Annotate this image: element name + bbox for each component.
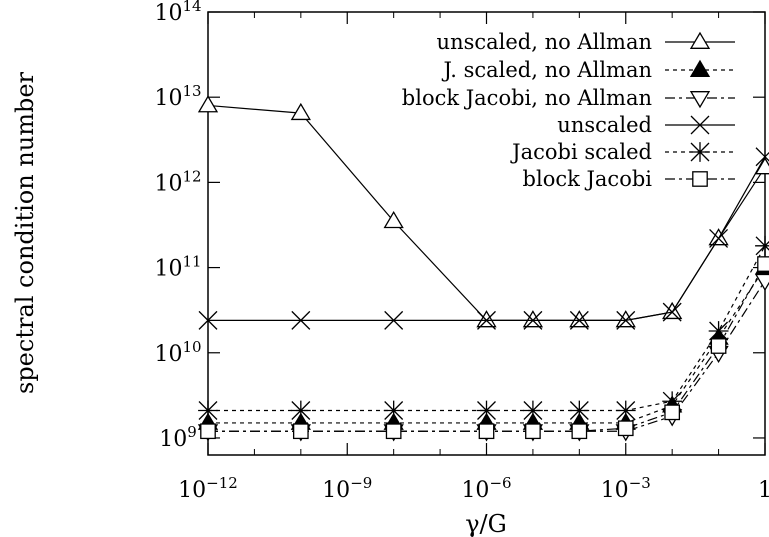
legend-entry: unscaled — [557, 113, 735, 137]
data-point — [754, 273, 769, 292]
legend-marker — [692, 171, 708, 187]
data-point — [525, 423, 541, 440]
legend-label: block Jacobi — [523, 167, 653, 191]
series-line — [208, 267, 766, 424]
data-point — [571, 423, 588, 440]
y-tick-label: 1010 — [154, 338, 201, 367]
data-point — [477, 310, 496, 330]
data-point — [476, 310, 497, 328]
x-tick-label: 10−9 — [322, 474, 372, 503]
data-point — [292, 423, 309, 440]
legend-marker — [689, 59, 711, 77]
legend-entry: block Jacobi, no Allman — [402, 86, 735, 110]
data-point — [755, 235, 769, 256]
series-1 — [197, 95, 769, 328]
data-point — [478, 423, 495, 440]
data-point — [291, 310, 311, 330]
data-point — [569, 310, 590, 328]
data-point — [662, 301, 683, 320]
data-point — [290, 400, 311, 421]
series-line — [207, 104, 766, 321]
y-tick-label: 1011 — [154, 253, 201, 282]
data-point — [290, 102, 311, 121]
series-line — [208, 263, 766, 432]
legend-label: block Jacobi, no Allman — [402, 86, 652, 110]
legend-entry: unscaled, no Allman — [437, 30, 735, 54]
x-tick-label: 10−12 — [178, 474, 238, 503]
data-point — [569, 400, 590, 421]
data-point — [617, 420, 634, 437]
data-point — [569, 310, 589, 330]
data-point — [709, 228, 729, 248]
legend-marker — [689, 91, 711, 109]
series-4 — [198, 147, 769, 330]
data-point — [710, 338, 727, 354]
data-point — [198, 400, 218, 421]
legend: unscaled, no Allman J. scaled, no Allman b… — [402, 30, 735, 191]
legend-label: Jacobi scaled — [510, 140, 652, 164]
data-point — [662, 391, 683, 412]
data-point — [383, 210, 404, 229]
data-point — [197, 95, 219, 113]
data-point — [708, 228, 729, 246]
data-point — [616, 310, 636, 330]
data-point — [754, 157, 769, 175]
data-point — [664, 404, 681, 421]
legend-marker — [689, 31, 711, 49]
data-point — [522, 310, 544, 328]
legend-entry: block Jacobi — [523, 167, 735, 191]
legend-entry: Jacobi scaled — [510, 140, 735, 164]
x-axis-label: γ/G — [465, 510, 507, 537]
legend-label: unscaled, no Allman — [437, 30, 652, 54]
y-tick-label: 1012 — [154, 167, 201, 196]
x-tick-label: 1 — [758, 478, 769, 503]
data-point — [198, 310, 218, 330]
data-point — [383, 400, 404, 421]
data-point — [708, 321, 729, 341]
legend-label: J. scaled, no Allman — [441, 58, 652, 82]
data-series — [197, 95, 769, 442]
series-line — [208, 245, 766, 412]
series-2 — [197, 257, 769, 430]
legend-marker — [690, 142, 710, 162]
series-6 — [200, 256, 769, 440]
x-tick-label: 10−3 — [601, 474, 651, 503]
data-point — [200, 423, 216, 440]
data-point — [662, 302, 682, 322]
data-point — [757, 256, 769, 272]
series-line — [208, 280, 766, 432]
legend-entry: J. scaled, no Allman — [441, 58, 735, 82]
x-tick-label: 10−6 — [461, 474, 511, 503]
data-point — [385, 423, 402, 440]
data-point — [476, 400, 497, 421]
data-point — [755, 147, 769, 167]
series-3 — [197, 273, 769, 442]
y-axis-label: spectral condition number — [11, 71, 39, 394]
ticks: 10−12 10−9 10−6 10−3 1 109 1010 1011 1012 1013 101… — [154, 0, 769, 503]
data-point — [523, 310, 543, 330]
data-point — [615, 400, 636, 421]
y-tick-label: 1013 — [154, 82, 201, 111]
series-line — [208, 156, 766, 321]
data-point — [523, 400, 543, 421]
y-tick-label: 109 — [159, 423, 197, 452]
legend-label: unscaled — [557, 113, 652, 137]
y-tick-label: 1014 — [154, 0, 201, 26]
data-point — [384, 310, 404, 330]
legend-marker — [690, 115, 710, 135]
series-5 — [198, 235, 769, 421]
